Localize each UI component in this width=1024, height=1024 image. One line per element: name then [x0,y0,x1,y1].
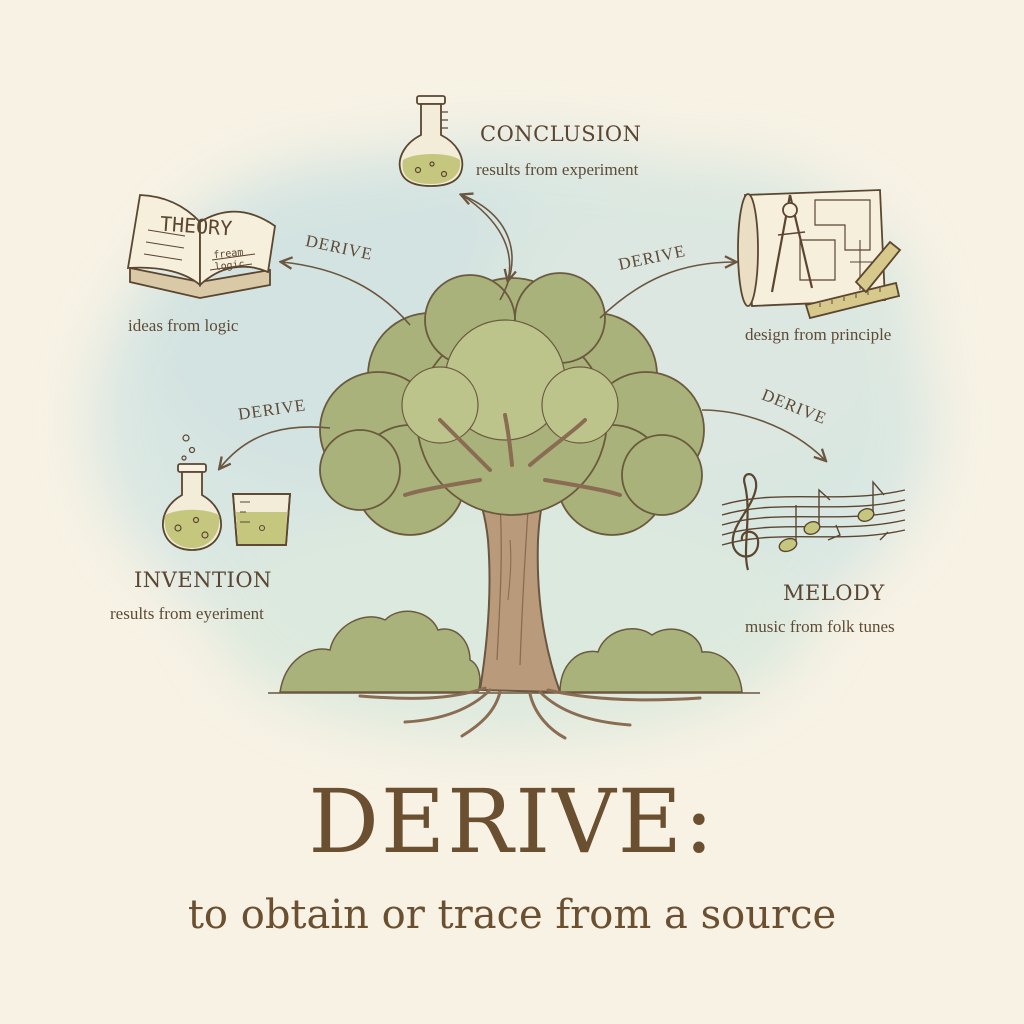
conclusion-title: CONCLUSION [480,122,642,146]
music-notes-icon [721,473,906,571]
theory-subtitle: ideas from logic [128,316,239,335]
book-cover-text: THEORY [159,211,233,241]
blueprint-icon [737,189,902,320]
arrow-to-conclusion [462,195,513,301]
tree-roots [358,686,702,740]
bushes [279,610,743,693]
main-heading: DERIVE: [308,770,716,873]
lab-flask-icon [162,434,222,551]
invention-title: INVENTION [134,568,272,592]
book-small-text: fream logic [212,247,246,274]
book-icon [126,194,276,299]
invention-subtitle: results from eyeriment [110,604,264,623]
arrow-to-theory [282,262,411,326]
tree-branches [403,413,622,497]
melody-title: MELODY [783,581,885,605]
arrow-to-invention [220,426,331,468]
arrow-to-design [599,262,735,319]
arrow-from-conclusion [461,194,510,280]
arrow-to-melody [701,409,825,460]
design-subtitle: design from principle [745,325,892,344]
definition-text: to obtain or trace from a source [187,892,837,938]
arrows [220,195,825,468]
beaker-icon [232,493,291,546]
conclusion-subtitle: results from experiment [476,160,639,179]
melody-subtitle: music from folk tunes [745,617,895,636]
foliage-highlights [401,319,619,444]
flask-icon [398,95,464,187]
